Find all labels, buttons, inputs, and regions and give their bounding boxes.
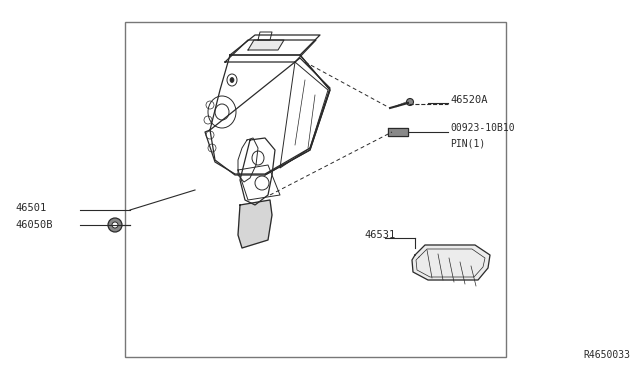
Text: 46531: 46531 [364,230,396,240]
Text: 46501: 46501 [15,203,46,213]
Text: 46050B: 46050B [15,220,52,230]
Bar [125,22,506,357]
Text: 00923-10B10: 00923-10B10 [450,123,515,133]
Ellipse shape [108,218,122,232]
Text: PIN(1): PIN(1) [450,138,485,148]
Ellipse shape [230,77,234,83]
Ellipse shape [112,222,118,228]
Polygon shape [248,40,284,50]
Polygon shape [238,200,272,248]
Ellipse shape [406,99,413,106]
Polygon shape [412,245,490,280]
Text: 46520A: 46520A [450,95,488,105]
Text: R4650033: R4650033 [583,350,630,360]
Polygon shape [388,128,408,136]
